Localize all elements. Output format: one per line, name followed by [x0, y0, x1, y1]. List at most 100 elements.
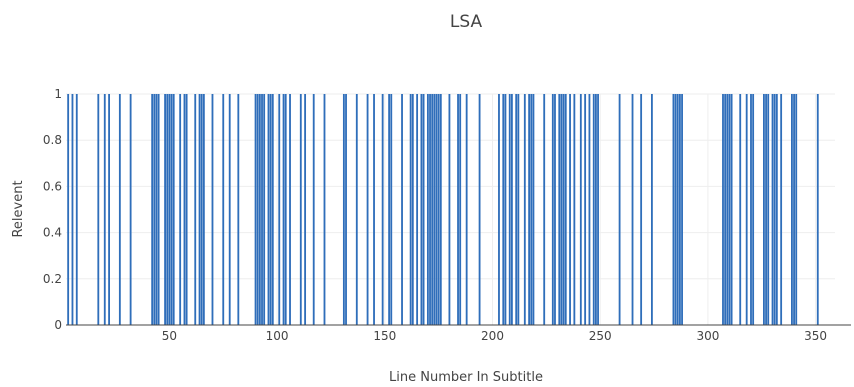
bar[interactable] [528, 94, 531, 325]
bar[interactable] [345, 94, 347, 325]
bar[interactable] [157, 94, 160, 325]
bar[interactable] [780, 94, 783, 325]
bar[interactable] [752, 94, 755, 325]
bar[interactable] [523, 94, 526, 325]
bar[interactable] [584, 94, 587, 325]
bar[interactable] [263, 94, 266, 325]
bar[interactable] [502, 94, 505, 325]
bar[interactable] [554, 94, 556, 325]
bar[interactable] [597, 94, 599, 325]
bar[interactable] [510, 94, 513, 325]
bar[interactable] [767, 94, 770, 325]
bar[interactable] [739, 94, 742, 325]
bar[interactable] [431, 94, 434, 325]
bar[interactable] [269, 94, 272, 325]
bar[interactable] [388, 94, 391, 325]
bar[interactable] [676, 94, 679, 325]
bar[interactable] [172, 94, 175, 325]
bar[interactable] [730, 94, 733, 325]
bar[interactable] [153, 94, 156, 325]
bar[interactable] [498, 94, 500, 325]
bar[interactable] [569, 94, 571, 325]
bar[interactable] [312, 94, 315, 325]
bar[interactable] [258, 94, 261, 325]
bar[interactable] [530, 94, 533, 325]
bar[interactable] [562, 94, 565, 325]
bar[interactable] [775, 94, 778, 325]
bar[interactable] [198, 94, 201, 325]
bar[interactable] [592, 94, 595, 325]
bar[interactable] [532, 94, 535, 325]
bar[interactable] [773, 94, 776, 325]
bar[interactable] [355, 94, 358, 325]
bar[interactable] [459, 94, 462, 325]
bar[interactable] [211, 94, 214, 325]
bar[interactable] [631, 94, 634, 325]
bar[interactable] [765, 94, 767, 325]
bar[interactable] [681, 94, 683, 325]
bar[interactable] [618, 94, 621, 325]
bar[interactable] [261, 94, 263, 325]
bar[interactable] [222, 94, 225, 325]
bar[interactable] [722, 94, 724, 325]
bar[interactable] [254, 94, 257, 325]
bar[interactable] [650, 94, 653, 325]
bar[interactable] [750, 94, 752, 325]
bar[interactable] [478, 94, 481, 325]
bar[interactable] [465, 94, 468, 325]
bar[interactable] [381, 94, 384, 325]
bar[interactable] [745, 94, 748, 325]
bar[interactable] [508, 94, 511, 325]
bar[interactable] [426, 94, 429, 325]
bar[interactable] [271, 94, 274, 325]
bar[interactable] [185, 94, 188, 325]
bar[interactable] [97, 94, 100, 325]
bar[interactable] [588, 94, 591, 325]
bar[interactable] [342, 94, 345, 325]
bar[interactable] [256, 94, 259, 325]
bar[interactable] [728, 94, 731, 325]
bar[interactable] [323, 94, 326, 325]
bar[interactable] [558, 94, 561, 325]
bar[interactable] [155, 94, 158, 325]
bar[interactable] [726, 94, 729, 325]
bar[interactable] [71, 94, 74, 325]
bar[interactable] [409, 94, 412, 325]
bar[interactable] [401, 94, 403, 325]
bar[interactable] [672, 94, 675, 325]
bar[interactable] [437, 94, 440, 325]
bar[interactable] [170, 94, 173, 325]
bar[interactable] [200, 94, 203, 325]
bar[interactable] [422, 94, 425, 325]
bar[interactable] [118, 94, 121, 325]
bar[interactable] [373, 94, 375, 325]
bar[interactable] [183, 94, 186, 325]
bar[interactable] [278, 94, 281, 325]
bar[interactable] [543, 94, 546, 325]
bar[interactable] [299, 94, 302, 325]
bar[interactable] [435, 94, 438, 325]
bar[interactable] [517, 94, 520, 325]
bar[interactable] [433, 94, 436, 325]
bar[interactable] [420, 94, 423, 325]
bar[interactable] [594, 94, 597, 325]
bar[interactable] [560, 94, 563, 325]
bar[interactable] [515, 94, 518, 325]
bar[interactable] [67, 94, 70, 325]
bar[interactable] [640, 94, 643, 325]
bar[interactable] [564, 94, 567, 325]
bar[interactable] [289, 94, 291, 325]
bar[interactable] [75, 94, 78, 325]
bar[interactable] [795, 94, 798, 325]
bar[interactable] [164, 94, 167, 325]
bar[interactable] [674, 94, 677, 325]
bar[interactable] [202, 94, 205, 325]
bar[interactable] [504, 94, 507, 325]
bar[interactable] [793, 94, 795, 325]
bar[interactable] [166, 94, 169, 325]
bar[interactable] [103, 94, 106, 325]
bar[interactable] [678, 94, 681, 325]
bar[interactable] [151, 94, 154, 325]
bar[interactable] [179, 94, 182, 325]
bar[interactable] [267, 94, 270, 325]
